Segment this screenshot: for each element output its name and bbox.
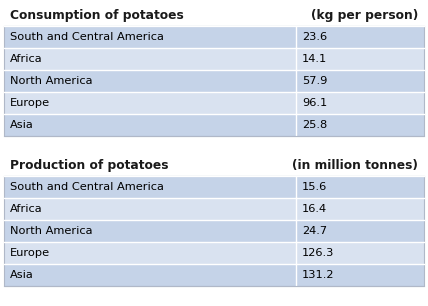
Text: 57.9: 57.9 [302,76,327,86]
Text: 15.6: 15.6 [302,182,327,192]
Text: Asia: Asia [10,120,34,130]
Text: South and Central America: South and Central America [10,32,164,42]
Text: 126.3: 126.3 [302,248,334,258]
Text: 96.1: 96.1 [302,98,327,108]
Text: Production of potatoes: Production of potatoes [10,159,169,171]
Text: Africa: Africa [10,54,43,64]
Bar [296,70,424,92]
Bar [4,26,296,48]
Bar [296,264,424,286]
Bar [4,70,296,92]
Text: 23.6: 23.6 [302,32,327,42]
Text: Asia: Asia [10,270,34,280]
Text: 24.7: 24.7 [302,226,327,236]
Text: Europe: Europe [10,248,50,258]
Text: 16.4: 16.4 [302,204,327,214]
Text: 25.8: 25.8 [302,120,327,130]
Text: (in million tonnes): (in million tonnes) [292,159,418,171]
Text: 131.2: 131.2 [302,270,334,280]
Bar [4,48,296,70]
Bar [296,114,424,136]
Text: Africa: Africa [10,204,43,214]
Text: North America: North America [10,226,92,236]
Bar [296,92,424,114]
Bar [296,198,424,220]
Bar [4,198,296,220]
Text: (kg per person): (kg per person) [311,9,418,21]
Text: Consumption of potatoes: Consumption of potatoes [10,9,184,21]
Text: Europe: Europe [10,98,50,108]
Bar [296,220,424,242]
Bar [296,26,424,48]
Bar [4,26,424,136]
Bar [4,114,296,136]
Text: South and Central America: South and Central America [10,182,164,192]
Bar [4,176,296,198]
Bar [4,264,296,286]
Text: 14.1: 14.1 [302,54,327,64]
Bar [4,92,296,114]
Bar [4,176,424,286]
Bar [296,48,424,70]
Bar [296,176,424,198]
Text: North America: North America [10,76,92,86]
Bar [296,242,424,264]
Bar [4,220,296,242]
Bar [4,242,296,264]
